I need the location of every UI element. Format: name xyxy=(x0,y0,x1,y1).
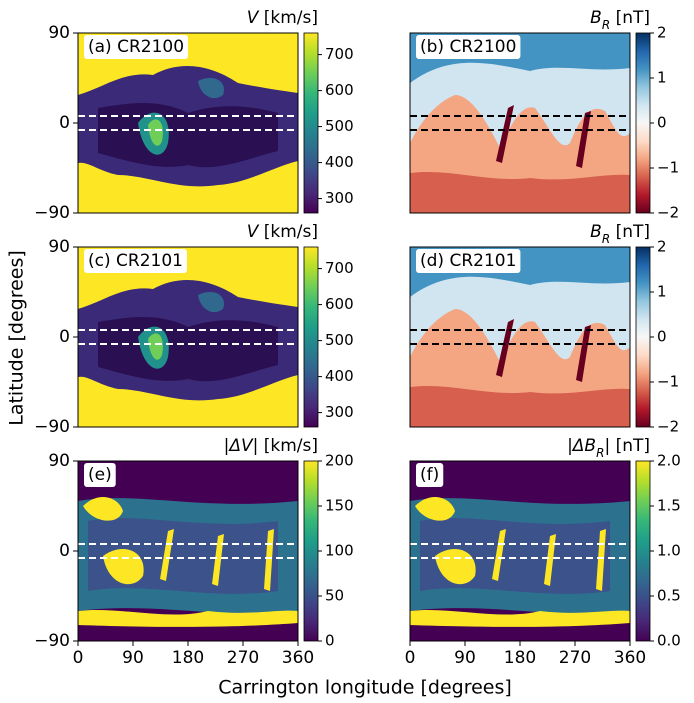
colorbar-label: BR [nT] xyxy=(590,222,650,246)
panel-label: (d) CR2101 xyxy=(420,251,516,271)
x-tick-label: 180 xyxy=(172,648,204,668)
colorbar-tick-label: −1 xyxy=(657,373,679,391)
panel: (a) CR2100 −90 0 90 300 400 500 600 700 V [km/s] xyxy=(34,8,354,223)
x-tick-label: 90 xyxy=(122,648,144,668)
colorbar-label-part: [nT] xyxy=(610,8,650,28)
y-axis-label: Latitude [degrees] xyxy=(6,250,28,426)
heatmap xyxy=(410,33,630,213)
colorbar xyxy=(636,247,650,427)
heatmap xyxy=(78,33,298,213)
colorbar-tick-label: 0.5 xyxy=(657,587,681,605)
colorbar-label: V [km/s] xyxy=(247,222,318,242)
y-tick-label: −90 xyxy=(34,417,70,437)
colorbar-label-part: [nT] xyxy=(610,222,650,242)
colorbar-tick-label: 0 xyxy=(325,632,335,650)
colorbar-label-part: B xyxy=(590,8,602,28)
colorbar-label-part: B xyxy=(590,222,602,242)
heatmap xyxy=(410,461,630,641)
colorbar-tick-label: 300 xyxy=(325,189,354,207)
colorbar-label: |ΔBR| [nT] xyxy=(567,436,650,460)
heatmap xyxy=(410,247,630,427)
colorbar-label-part: [km/s] xyxy=(258,436,318,456)
y-tick-label: 0 xyxy=(59,327,70,347)
colorbar-label-part: R xyxy=(602,232,610,246)
panel: (f) 0 90 180 270 360 0.0 0.5 1.0 1.5 2.0 |ΔBR| [nT] xyxy=(405,436,681,668)
colorbar-tick-label: 600 xyxy=(325,295,354,313)
panel-label: (f) xyxy=(420,465,439,485)
colorbar-tick-label: 400 xyxy=(325,367,354,385)
heatmap xyxy=(78,461,298,641)
colorbar-tick-label: −2 xyxy=(657,418,679,436)
colorbar-label: |ΔV| [km/s] xyxy=(224,436,318,456)
x-tick-label: 270 xyxy=(227,648,259,668)
x-tick-label: 180 xyxy=(504,648,536,668)
panel-label: (a) CR2100 xyxy=(88,37,184,57)
colorbar-label-part: R xyxy=(596,446,604,460)
colorbar-tick-label: 2 xyxy=(657,238,667,256)
x-tick-label: 270 xyxy=(559,648,591,668)
colorbar-tick-label: 600 xyxy=(325,81,354,99)
colorbar-tick-label: 2 xyxy=(657,24,667,42)
colorbar xyxy=(636,461,650,641)
colorbar-tick-label: 1.0 xyxy=(657,542,681,560)
y-tick-label: −90 xyxy=(34,631,70,651)
colorbar-tick-label: 0 xyxy=(657,114,667,132)
figure: Carrington longitude [degrees] Latitude … xyxy=(0,0,694,703)
colorbar xyxy=(636,33,650,213)
colorbar-tick-label: 0 xyxy=(657,328,667,346)
y-tick-label: −90 xyxy=(34,203,70,223)
colorbar xyxy=(304,247,318,427)
colorbar-label-part: [km/s] xyxy=(258,222,318,242)
colorbar-tick-label: 1.5 xyxy=(657,497,681,515)
x-tick-label: 360 xyxy=(282,648,314,668)
y-tick-label: 0 xyxy=(59,113,70,133)
colorbar-tick-label: 300 xyxy=(325,403,354,421)
x-tick-label: 0 xyxy=(73,648,84,668)
y-tick-label: 90 xyxy=(48,23,70,43)
colorbar xyxy=(304,461,318,641)
colorbar-label-part: [km/s] xyxy=(258,8,318,28)
y-tick-label: 0 xyxy=(59,541,70,561)
colorbar-tick-label: 0.0 xyxy=(657,632,681,650)
y-tick-label: 90 xyxy=(48,237,70,257)
colorbar-tick-label: 700 xyxy=(325,45,354,63)
heatmap xyxy=(78,247,298,427)
colorbar-tick-label: 100 xyxy=(325,542,354,560)
colorbar-tick-label: 500 xyxy=(325,117,354,135)
colorbar-label-part: |ΔV| xyxy=(224,436,259,456)
colorbar-tick-label: −1 xyxy=(657,159,679,177)
colorbar-tick-label: 150 xyxy=(325,497,354,515)
panel-label: (c) CR2101 xyxy=(88,251,183,271)
colorbar-tick-label: 200 xyxy=(325,452,354,470)
panel: (c) CR2101 −90 0 90 300 400 500 600 700 V [km/s] xyxy=(34,222,354,437)
panel: (b) CR2100 −2 −1 0 1 2 BR [nT] xyxy=(410,8,679,222)
colorbar xyxy=(304,33,318,213)
colorbar-tick-label: 2.0 xyxy=(657,452,681,470)
colorbar-tick-label: 500 xyxy=(325,331,354,349)
colorbar-tick-label: 700 xyxy=(325,259,354,277)
colorbar-label: V [km/s] xyxy=(247,8,318,28)
colorbar-tick-label: 1 xyxy=(657,283,667,301)
colorbar-label-part: | [nT] xyxy=(604,436,650,456)
colorbar-label: BR [nT] xyxy=(590,8,650,32)
colorbar-label-part: R xyxy=(602,18,610,32)
colorbar-tick-label: −2 xyxy=(657,204,679,222)
panel: (d) CR2101 −2 −1 0 1 2 BR [nT] xyxy=(410,222,679,436)
colorbar-label-part: |ΔB xyxy=(567,436,596,456)
x-axis-label: Carrington longitude [degrees] xyxy=(218,677,512,699)
x-tick-label: 0 xyxy=(405,648,416,668)
colorbar-tick-label: 400 xyxy=(325,153,354,171)
x-tick-label: 90 xyxy=(454,648,476,668)
panel-label: (b) CR2100 xyxy=(420,37,516,57)
y-tick-label: 90 xyxy=(48,451,70,471)
colorbar-tick-label: 50 xyxy=(325,587,344,605)
panel-label: (e) xyxy=(88,465,112,485)
colorbar-tick-label: 1 xyxy=(657,69,667,87)
x-tick-label: 360 xyxy=(614,648,646,668)
